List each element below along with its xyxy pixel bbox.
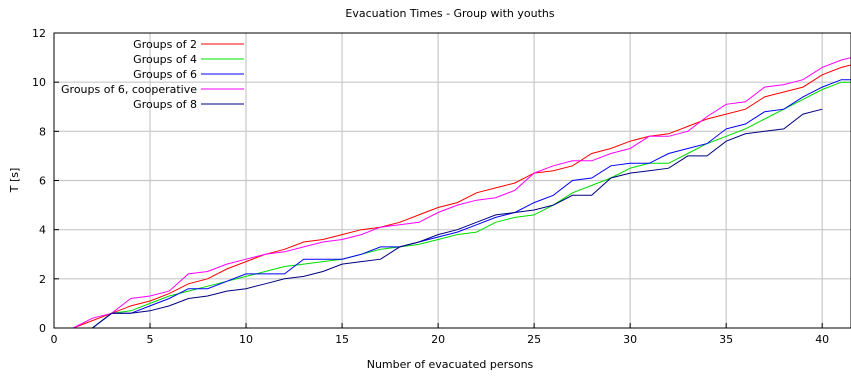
legend-label: Groups of 4 (133, 53, 197, 66)
y-tick-label: 10 (32, 76, 46, 89)
y-axis-label: T [s] (8, 168, 21, 194)
grid (54, 33, 851, 328)
x-tick-label: 15 (335, 333, 349, 346)
chart-title: Evacuation Times - Group with youths (345, 7, 554, 20)
series-line-4 (72, 57, 851, 329)
x-tick-label: 20 (431, 333, 445, 346)
ticks: 0 5 10 15 20 25 30 35 40 0 2 4 6 8 10 12 (32, 27, 829, 346)
y-tick-label: 2 (39, 273, 46, 286)
y-tick-label: 6 (39, 175, 46, 188)
x-axis-label: Number of evacuated persons (367, 358, 534, 371)
legend: Groups of 2 Groups of 4 Groups of 6 Groups … (61, 38, 244, 111)
legend-label: Groups of 8 (133, 98, 197, 111)
x-tick-label: 30 (623, 333, 637, 346)
legend-label: Groups of 6 (133, 68, 197, 81)
y-tick-label: 8 (39, 125, 46, 138)
y-tick-label: 0 (39, 322, 46, 335)
x-tick-label: 40 (815, 333, 829, 346)
series-line-3 (92, 79, 851, 329)
x-tick-label: 0 (51, 333, 58, 346)
y-tick-label: 4 (39, 224, 46, 237)
series-line-2 (92, 81, 851, 329)
legend-label: Groups of 2 (133, 38, 197, 51)
legend-label: Groups of 6, cooperative (61, 83, 197, 96)
y-tick-label: 12 (32, 27, 46, 40)
x-tick-label: 10 (239, 333, 253, 346)
series-line-1 (73, 64, 851, 329)
series-group (72, 57, 851, 329)
series-line-5 (73, 108, 823, 329)
x-tick-label: 35 (719, 333, 733, 346)
x-tick-label: 25 (527, 333, 541, 346)
x-tick-label: 5 (147, 333, 154, 346)
